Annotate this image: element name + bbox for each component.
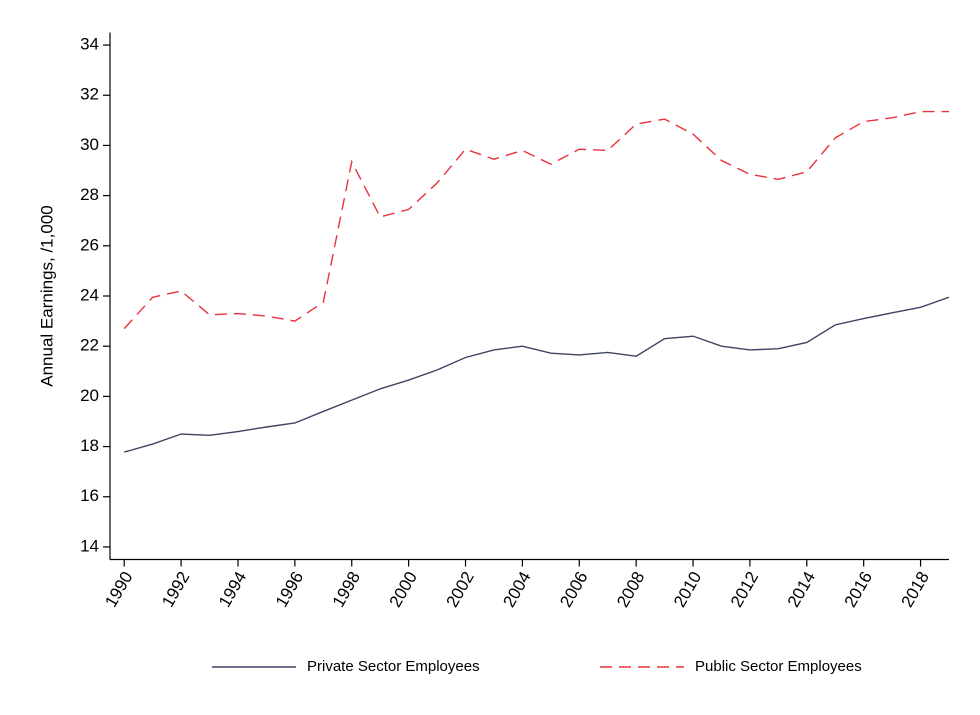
x-tick-label: 2016	[841, 568, 876, 610]
x-tick-label: 2006	[556, 568, 591, 610]
y-tick-label: 28	[80, 185, 99, 204]
series-line	[123, 110, 949, 330]
y-tick-label: 20	[80, 386, 99, 405]
x-tick-label: 2008	[613, 568, 648, 610]
x-tick-label: 1996	[272, 568, 307, 610]
x-tick-label: 2014	[784, 568, 819, 610]
x-tick-label: 1994	[215, 568, 250, 610]
y-tick-label: 24	[80, 285, 99, 304]
x-tick-label: 2000	[386, 568, 421, 610]
y-axis-label: Annual Earnings, /1,000	[37, 205, 56, 386]
legend-label: Private Sector Employees	[307, 658, 480, 675]
y-tick-label: 16	[80, 486, 99, 505]
y-tick-label: 22	[80, 336, 99, 355]
x-tick-label: 1992	[158, 568, 193, 610]
y-tick-label: 14	[80, 536, 99, 555]
series-line	[124, 296, 950, 453]
x-tick-label: 2018	[898, 568, 933, 610]
legend-label: Public Sector Employees	[695, 658, 862, 675]
x-tick-label: 2004	[499, 568, 534, 610]
y-tick-label: 30	[80, 135, 99, 154]
x-tick-label: 2010	[670, 568, 705, 610]
x-tick-label: 1998	[329, 568, 364, 610]
x-tick-label: 2002	[442, 568, 477, 610]
x-tick-label: 1990	[101, 568, 136, 610]
y-tick-label: 32	[80, 85, 99, 104]
y-tick-label: 26	[80, 235, 99, 254]
y-tick-label: 34	[80, 35, 99, 54]
x-tick-label: 2012	[727, 568, 762, 610]
y-tick-label: 18	[80, 436, 99, 455]
